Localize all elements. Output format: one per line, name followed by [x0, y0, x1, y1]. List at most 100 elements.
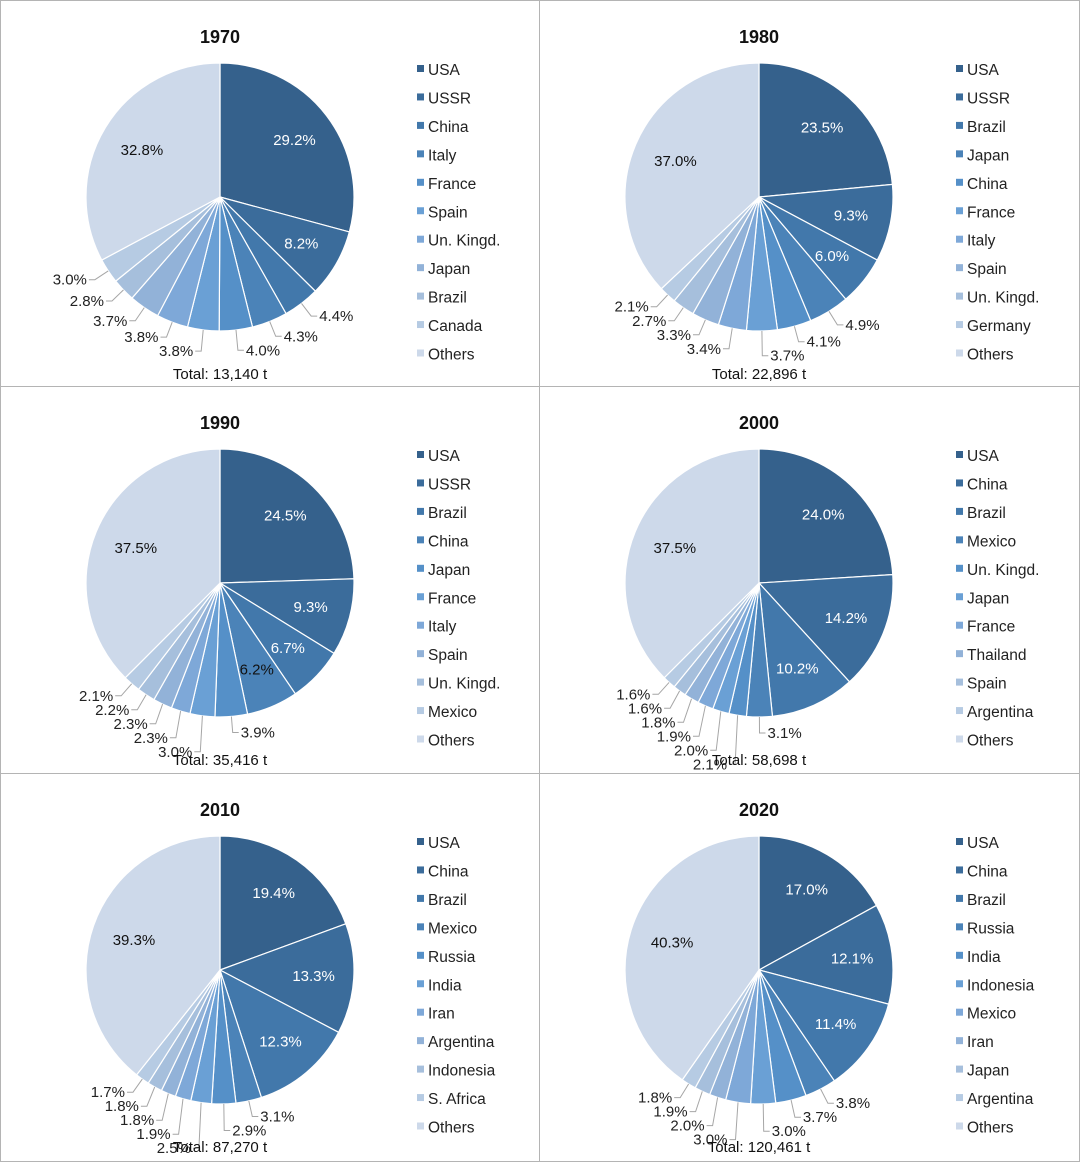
legend-label-others: Others: [967, 347, 1014, 364]
pie-value-labels: 24.0%14.2%10.2%37.5%3.1%1.6%1.6%1.8%1.9%…: [616, 507, 867, 774]
leader-line-russia: [820, 1088, 834, 1104]
legend-swatch-india: [956, 951, 963, 959]
legend-swatch-italy: [417, 150, 424, 158]
pie-slice-ussr: [217, 578, 355, 655]
legend-label-france: France: [428, 176, 476, 193]
value-label-usa: 23.5%: [801, 120, 844, 137]
value-label-china: 4.4%: [319, 308, 353, 325]
value-label-japan: 3.9%: [241, 725, 275, 742]
legend-swatch-ussr: [417, 479, 424, 487]
legend-swatch-spain: [417, 207, 424, 215]
value-label-japan: 2.0%: [674, 742, 708, 759]
legend-label-russia: Russia: [428, 949, 476, 966]
leader-line-mexico: [729, 1102, 739, 1141]
legend-label-thailand: Thailand: [967, 647, 1026, 664]
leader-line-india: [192, 1102, 202, 1149]
legend-label-italy: Italy: [428, 147, 457, 164]
legend-swatch-others: [956, 735, 963, 743]
value-label-mexico: 2.1%: [79, 688, 113, 705]
pie-slice-china: [218, 923, 355, 1034]
pie-value-labels: 29.2%8.2%32.8%4.4%4.3%4.0%3.0%2.8%3.7%3.…: [53, 132, 354, 360]
legend-label-japan: Japan: [428, 261, 470, 278]
value-label-indonesia: 1.8%: [105, 1098, 139, 1115]
value-label-others: 37.0%: [654, 153, 697, 170]
legend-swatch-russia: [417, 951, 424, 959]
leader-line-japan: [689, 1091, 703, 1113]
value-label-argentina: 1.6%: [616, 686, 650, 703]
value-label-iran: 2.0%: [670, 1118, 704, 1135]
legend-label-japan: Japan: [967, 1063, 1009, 1080]
value-label-italy: 2.3%: [134, 730, 168, 747]
legend-label-mexico: Mexico: [428, 920, 477, 937]
legend-swatch-brazil: [956, 894, 963, 902]
legend-swatch-ussr: [417, 93, 424, 101]
leader-line-china: [301, 303, 318, 317]
pie-slices: [85, 62, 355, 332]
leader-line-indonesia: [762, 1103, 770, 1132]
pie-slices: [85, 835, 355, 1105]
legend-label-spain: Spain: [967, 261, 1007, 278]
value-label-un-kingd: 2.7%: [632, 313, 666, 330]
value-label-argentina: 1.8%: [638, 1090, 672, 1107]
legend-swatch-others: [417, 349, 424, 357]
legend-label-china: China: [967, 176, 1008, 193]
legend-swatch-france: [956, 621, 963, 629]
legend-label-usa: USA: [428, 835, 461, 852]
legend-label-italy: Italy: [967, 233, 996, 250]
pie-slice-others: [85, 835, 221, 1076]
leader-line-france: [235, 329, 244, 351]
value-label-mexico: 3.1%: [260, 1109, 294, 1126]
value-label-mexico: 3.1%: [768, 725, 802, 742]
value-label-iran: 1.9%: [136, 1126, 170, 1143]
legend-label-un-kingd: Un. Kingd.: [428, 233, 500, 250]
legend-label-usa: USA: [428, 448, 461, 465]
legend-swatch-usa: [956, 65, 963, 72]
chart-panel-1980: 1980 23.5% 9.3% 6.0% 37.0% 4.9% 4.1% 3.7% 2.1% 2.…: [539, 0, 1080, 387]
value-label-india: 2.5%: [157, 1140, 191, 1157]
legend-swatch-france: [417, 178, 424, 186]
legend-swatch-others: [417, 735, 424, 743]
legend-swatch-france: [956, 207, 963, 215]
leader-line-iran: [706, 1097, 719, 1127]
legend-label-brazil: Brazil: [428, 290, 467, 307]
legend-label-others: Others: [428, 1120, 475, 1137]
legend-swatch-usa: [417, 451, 424, 458]
legend-label-iran: Iran: [428, 1006, 455, 1023]
legend-swatch-spain: [956, 264, 963, 272]
leader-line-japan: [710, 711, 722, 751]
total-label: Total: 22,896 t: [712, 366, 807, 383]
legend-label-russia: Russia: [967, 920, 1015, 937]
legend-label-others: Others: [428, 347, 475, 364]
legend-label-china: China: [967, 863, 1008, 880]
legend-swatch-japan: [417, 564, 424, 572]
pie-chart-2000: 200024.0%14.2%10.2%37.5%3.1%1.6%1.6%1.8%…: [616, 413, 1039, 774]
leader-line-thailand: [677, 698, 692, 723]
leader-line-japan: [129, 307, 145, 322]
chart-legend: USA USSR Brazil China Japan France Italy Spain U…: [417, 448, 500, 750]
legend-swatch-mexico: [417, 707, 424, 715]
legend-swatch-japan: [417, 264, 424, 272]
leader-line-iran: [172, 1098, 184, 1135]
legend-swatch-brazil: [417, 507, 424, 515]
chart-legend: USA China Brazil Mexico Un. Kingd. Japan Franc…: [956, 448, 1039, 750]
leader-line-france: [693, 705, 706, 737]
leader-line-spain: [149, 703, 164, 725]
legend-label-ussr: USSR: [428, 90, 471, 107]
total-label: Total: 120,461 t: [708, 1139, 811, 1156]
pie-chart-1980: 1980 23.5% 9.3% 6.0% 37.0% 4.9%4.1%3.7% 2.1%2.…: [614, 27, 1039, 383]
value-label-others: 37.5%: [115, 540, 158, 557]
value-label-others: 39.3%: [113, 932, 156, 949]
chart-legend: USA USSR Brazil Japan China France Italy Spain U…: [956, 62, 1039, 364]
value-label-italy: 3.4%: [687, 341, 721, 358]
value-label-china: 12.1%: [831, 951, 874, 968]
legend-label-brazil: Brazil: [967, 505, 1006, 522]
legend-label-un-kingd: Un. Kingd.: [428, 676, 500, 693]
legend-label-argentina: Argentina: [967, 704, 1034, 721]
legend-swatch-canada: [417, 321, 424, 329]
legend-swatch-un-kingd: [956, 292, 963, 300]
legend-swatch-japan: [956, 1065, 963, 1073]
legend-label-japan: Japan: [967, 147, 1009, 164]
value-label-japan: 4.9%: [845, 317, 879, 334]
legend-swatch-russia: [956, 923, 963, 931]
value-label-others: 32.8%: [121, 142, 164, 159]
